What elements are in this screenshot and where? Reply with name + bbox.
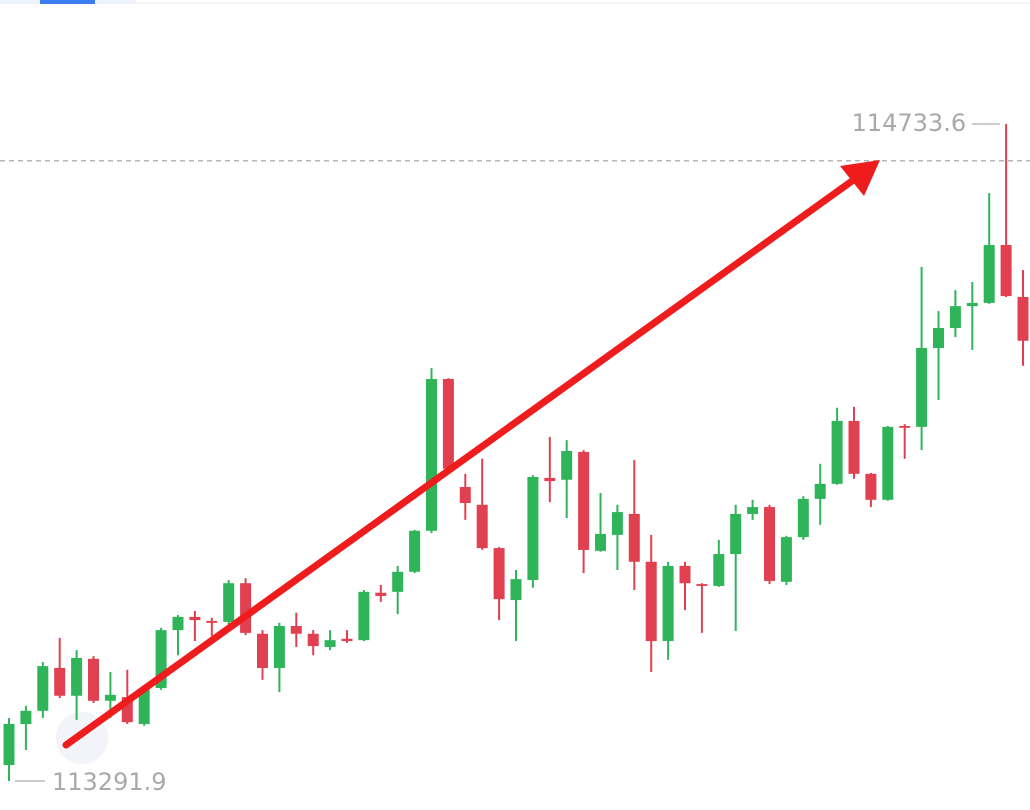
candle-body xyxy=(273,626,285,668)
candle-body xyxy=(628,513,640,562)
candle-body xyxy=(899,425,911,428)
candle-body xyxy=(71,657,83,696)
candle-body xyxy=(341,638,353,642)
candle-body xyxy=(88,658,99,701)
candle-body xyxy=(223,583,235,622)
candle-body xyxy=(561,451,573,480)
candle-body xyxy=(679,565,691,584)
max-label: 114733.6 xyxy=(852,109,967,137)
candle-body xyxy=(155,630,167,689)
candles xyxy=(0,124,1030,782)
candle-body xyxy=(662,565,674,642)
candle-body xyxy=(307,633,319,647)
candle-body xyxy=(848,420,860,474)
candle-body xyxy=(578,451,590,550)
arrow-head xyxy=(840,160,880,196)
candle-body xyxy=(933,327,944,349)
arrow-shaft xyxy=(62,177,856,749)
candle-body xyxy=(459,487,471,503)
candle-body xyxy=(510,579,522,601)
candle-body xyxy=(240,583,252,633)
candle-body xyxy=(814,483,826,499)
candle-body xyxy=(476,504,488,549)
candle-body xyxy=(121,697,133,723)
candle-body xyxy=(966,302,978,307)
candle-body xyxy=(1000,245,1012,297)
candle-body xyxy=(595,533,606,551)
candle-body xyxy=(104,694,116,701)
candle-body xyxy=(527,477,539,580)
candle-body xyxy=(831,420,843,484)
candle-body xyxy=(544,477,556,482)
candle-body xyxy=(442,379,454,469)
candle-body xyxy=(206,621,218,623)
candle-body xyxy=(358,591,370,641)
candle-body xyxy=(696,584,708,586)
candle-body xyxy=(324,640,336,647)
trend-arrow xyxy=(62,160,880,749)
candle-body xyxy=(713,554,725,586)
candle-body xyxy=(409,530,421,572)
candle-body xyxy=(189,616,201,621)
candle-body xyxy=(1017,296,1029,341)
candle-body xyxy=(20,710,32,725)
candle-body xyxy=(54,667,66,696)
candle-body xyxy=(611,512,623,535)
candle-body xyxy=(3,724,15,766)
candle-body xyxy=(764,507,775,581)
candle-body xyxy=(747,507,759,514)
candle-body xyxy=(493,548,505,600)
candle-body xyxy=(916,348,928,427)
candle-body xyxy=(426,379,437,531)
tab-indicator xyxy=(40,0,95,4)
candle-body xyxy=(730,513,742,555)
candle-body xyxy=(797,498,809,538)
candle-body xyxy=(172,616,184,631)
candle-body xyxy=(257,633,268,668)
candle-body xyxy=(290,626,302,634)
candle-body xyxy=(780,537,792,582)
min-label: 113291.9 xyxy=(52,768,167,796)
candle-body xyxy=(375,592,387,596)
candle-body xyxy=(865,473,877,500)
candle-body xyxy=(645,561,657,642)
candle-body xyxy=(138,689,150,725)
candle-body xyxy=(949,306,961,328)
candle-body xyxy=(983,245,995,303)
candle-body xyxy=(882,426,894,500)
candle-body xyxy=(37,666,49,711)
candle-body xyxy=(392,571,404,592)
